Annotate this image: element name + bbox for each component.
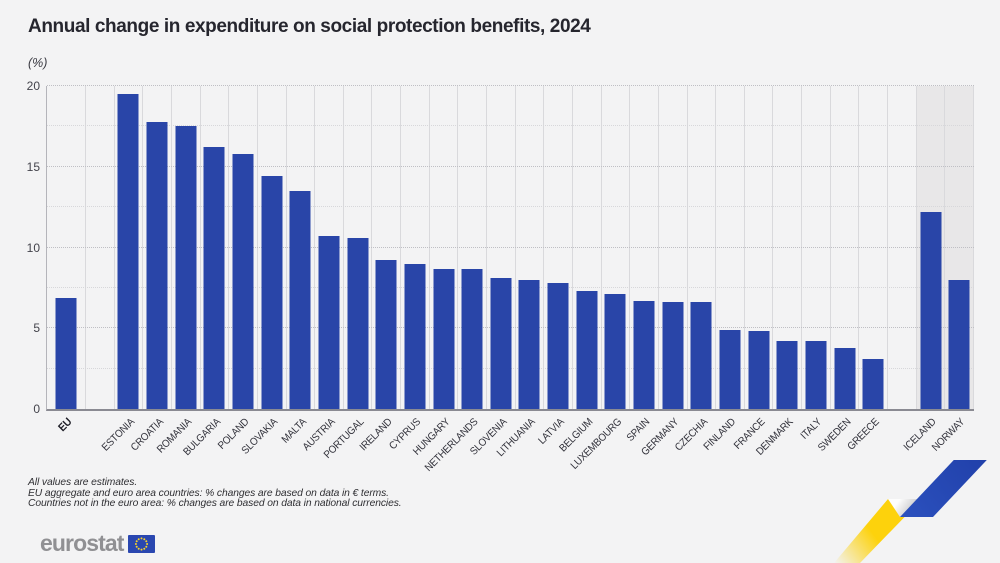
gap-slot bbox=[888, 86, 917, 409]
y-axis: 0 5 10 15 20 bbox=[0, 79, 40, 416]
bar-slot-highlighted: NORWAY bbox=[930, 86, 974, 454]
bar-slot: CYPRUS bbox=[387, 86, 430, 452]
footnote-line: EU aggregate and euro area countries: % … bbox=[28, 487, 389, 499]
bar-slot: ITALY bbox=[799, 86, 831, 442]
bar bbox=[404, 263, 426, 409]
eurostat-logo-text: eurostat bbox=[40, 530, 124, 556]
bar-slot: ESTONIA bbox=[100, 86, 144, 453]
bar bbox=[433, 268, 455, 409]
gridline-horizontal bbox=[47, 206, 974, 208]
gridline-horizontal bbox=[47, 85, 974, 86]
bar-slot-highlighted: ICELAND bbox=[902, 86, 946, 453]
bar bbox=[719, 329, 741, 409]
bar-slot: FRANCE bbox=[731, 86, 774, 452]
y-axis-tick-label: 20 bbox=[26, 79, 40, 93]
country-label: ITALY bbox=[798, 416, 825, 442]
bar-slot: HUNGARY bbox=[410, 86, 459, 458]
bar-slot: BULGARIA bbox=[181, 86, 230, 458]
bar bbox=[633, 300, 655, 409]
country-label: LUXEMBOURG bbox=[568, 416, 624, 472]
bar bbox=[662, 302, 684, 409]
bar bbox=[261, 176, 283, 409]
bar bbox=[203, 147, 225, 409]
gridline-horizontal bbox=[47, 246, 974, 248]
bar bbox=[862, 358, 884, 409]
bar-slot: AUSTRIA bbox=[300, 86, 344, 453]
bar bbox=[461, 268, 483, 409]
footnote-line: Countries not in the euro area: % change… bbox=[28, 498, 402, 509]
eu-flag-icon bbox=[127, 534, 155, 553]
trend-ribbon-decoration bbox=[834, 460, 987, 563]
bar-slot: POLAND bbox=[216, 86, 258, 452]
plot-area: EU ESTONIA CROATIA ROMANIA BULGARIA POLAND SLO… bbox=[46, 85, 974, 474]
bar-slot: PORTUGAL bbox=[321, 86, 373, 461]
bar bbox=[834, 347, 856, 409]
bar-slot: GERMANY bbox=[639, 86, 688, 458]
bar bbox=[289, 190, 311, 409]
bar-slot: SLOVENIA bbox=[468, 86, 516, 458]
bar bbox=[748, 331, 770, 409]
bar bbox=[690, 302, 712, 409]
gridline-horizontal bbox=[47, 165, 974, 167]
bar bbox=[547, 283, 569, 409]
bar-slot: LITHUANIA bbox=[495, 86, 545, 459]
gap-slot bbox=[86, 86, 115, 409]
eu-flag-stars bbox=[134, 536, 148, 551]
gridline-horizontal bbox=[47, 125, 974, 127]
bar bbox=[318, 236, 340, 409]
y-axis-tick-label: 15 bbox=[26, 159, 40, 174]
y-axis-tick-label: 0 bbox=[33, 402, 40, 416]
bar bbox=[175, 126, 197, 409]
bar-slot: CROATIA bbox=[128, 86, 172, 453]
bar-slot: EU bbox=[47, 86, 86, 434]
unit-label: (%) bbox=[28, 56, 48, 70]
country-label: EU bbox=[56, 416, 75, 435]
bar bbox=[604, 294, 626, 409]
bar-slot: SLOVAKIA bbox=[239, 86, 287, 457]
bar-slot: LUXEMBOURG bbox=[568, 86, 631, 472]
bar bbox=[948, 279, 970, 409]
bar bbox=[232, 153, 254, 409]
footnotes: All values are estimates. EU aggregate a… bbox=[28, 477, 402, 510]
bar-slot: DENMARK bbox=[754, 86, 803, 458]
bar bbox=[776, 341, 798, 409]
bar-slot: FINLAND bbox=[702, 86, 745, 453]
bar bbox=[347, 237, 369, 409]
bar-slot: ROMANIA bbox=[155, 86, 201, 455]
chart-title: Annual change in expenditure on social p… bbox=[28, 16, 591, 37]
bar-slot: SPAIN bbox=[625, 86, 659, 444]
y-axis-tick-label: 10 bbox=[26, 240, 40, 255]
bar bbox=[55, 297, 77, 409]
bar-slot: CZECHIA bbox=[672, 86, 717, 454]
bar bbox=[805, 341, 827, 409]
bar-slot: BELGIUM bbox=[557, 86, 602, 454]
bar bbox=[117, 94, 139, 409]
bar bbox=[490, 278, 512, 409]
footnote-line: All values are estimates. bbox=[28, 477, 138, 488]
y-axis-tick-label: 5 bbox=[33, 321, 40, 336]
bar-slot: MALTA bbox=[279, 86, 316, 446]
bar-slot: LATVIA bbox=[536, 86, 573, 447]
eurostat-logo: eurostat bbox=[40, 530, 155, 557]
bar bbox=[576, 291, 598, 409]
bar bbox=[920, 211, 942, 409]
ribbon-blue-segment bbox=[900, 460, 987, 517]
bar-slot: GREECE bbox=[845, 86, 889, 453]
bar bbox=[146, 121, 168, 409]
bar bbox=[518, 279, 540, 409]
bar-slot: IRELAND bbox=[358, 86, 402, 453]
bar-slot: SWEDEN bbox=[815, 86, 860, 454]
bar-slot: NETHERLANDS bbox=[423, 86, 488, 474]
bar bbox=[375, 260, 397, 409]
